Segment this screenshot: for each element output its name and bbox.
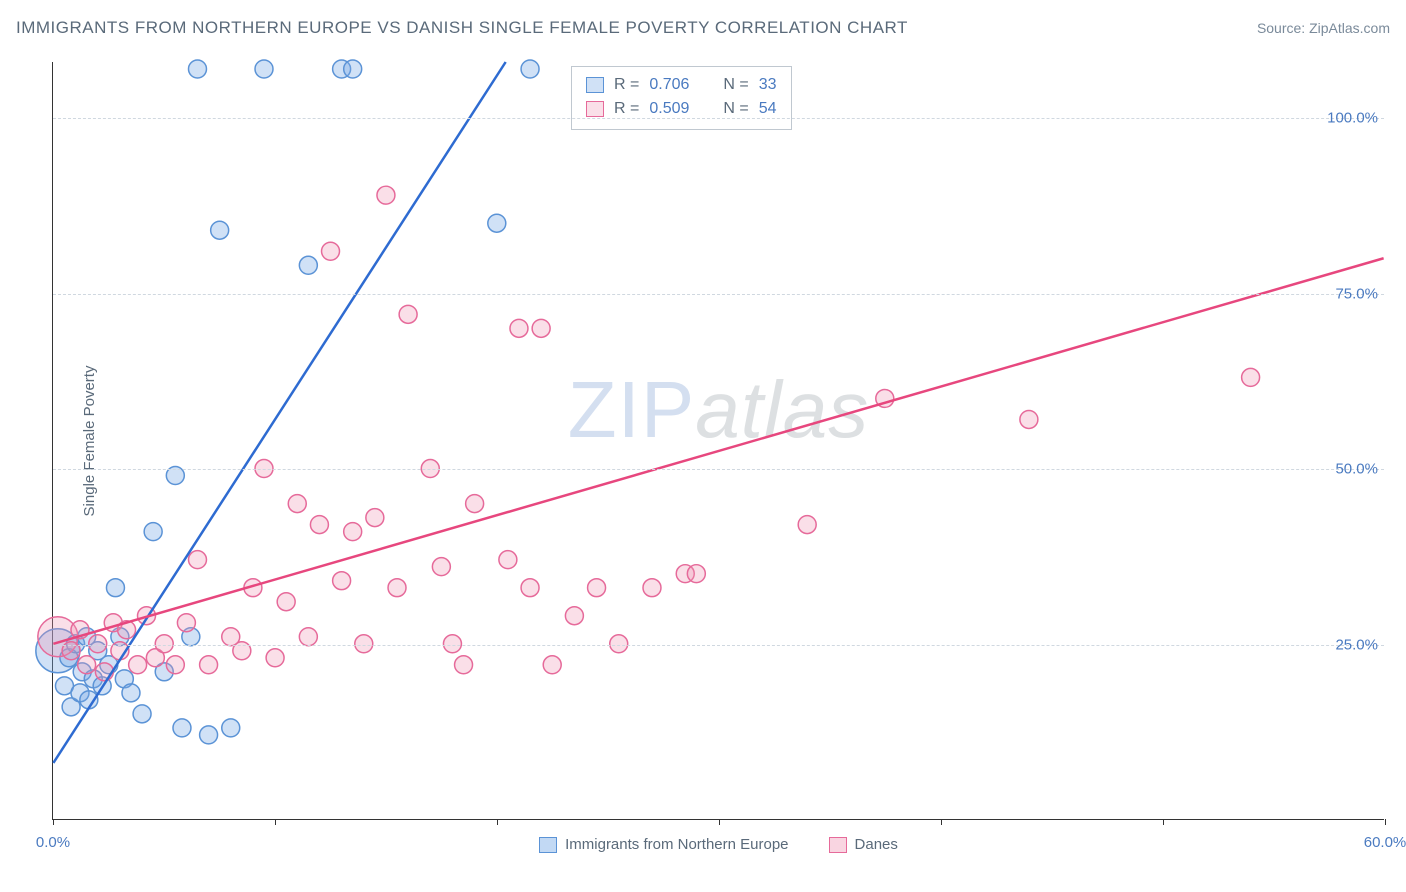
y-tick-label: 50.0% [1335, 461, 1378, 478]
data-point [122, 684, 140, 702]
x-tick [275, 819, 276, 825]
data-point [388, 579, 406, 597]
data-point [95, 663, 113, 681]
gridline [53, 645, 1384, 646]
series-legend-item: Danes [829, 836, 898, 853]
series-legend-label: Immigrants from Northern Europe [565, 836, 788, 853]
data-point [455, 656, 473, 674]
x-tick [719, 819, 720, 825]
data-point [521, 60, 539, 78]
source-attribution: Source: ZipAtlas.com [1257, 20, 1390, 36]
x-tick [1163, 819, 1164, 825]
trend-line [53, 258, 1383, 644]
plot-area: ZIPatlas R = 0.706N = 33R = 0.509N = 54 … [52, 62, 1384, 820]
gridline [53, 294, 1384, 295]
legend-row: R = 0.706 N = 33 [586, 73, 777, 97]
data-point [466, 495, 484, 513]
data-point [488, 214, 506, 232]
data-point [588, 579, 606, 597]
data-point [643, 579, 661, 597]
legend-swatch [539, 837, 557, 853]
data-point [189, 551, 207, 569]
data-point [432, 558, 450, 576]
data-point [106, 579, 124, 597]
data-point [166, 656, 184, 674]
x-tick [1385, 819, 1386, 825]
data-point [366, 509, 384, 527]
data-point [310, 516, 328, 534]
data-point [288, 495, 306, 513]
legend-n-label: N = [723, 73, 748, 97]
data-point [133, 705, 151, 723]
data-point [173, 719, 191, 737]
series-legend: Immigrants from Northern Europe Danes [53, 836, 1384, 853]
x-tick [941, 819, 942, 825]
correlation-legend: R = 0.706N = 33R = 0.509N = 54 [571, 66, 792, 130]
data-point [377, 186, 395, 204]
data-point [499, 551, 517, 569]
data-point [277, 593, 295, 611]
data-point [1242, 368, 1260, 386]
data-point [222, 719, 240, 737]
data-point [798, 516, 816, 534]
data-point [532, 319, 550, 337]
legend-n-value: 33 [759, 73, 777, 97]
x-tick [497, 819, 498, 825]
data-point [200, 726, 218, 744]
data-point [200, 656, 218, 674]
chart-svg [53, 62, 1384, 819]
chart-title: IMMIGRANTS FROM NORTHERN EUROPE VS DANIS… [16, 18, 908, 38]
x-tick-label: 0.0% [36, 834, 70, 851]
data-point [565, 607, 583, 625]
data-point [299, 628, 317, 646]
legend-swatch [829, 837, 847, 853]
data-point [177, 614, 195, 632]
y-tick-label: 75.0% [1335, 285, 1378, 302]
data-point [543, 656, 561, 674]
data-point [299, 256, 317, 274]
data-point [78, 656, 96, 674]
legend-r-label: R = [614, 73, 639, 97]
data-point [344, 523, 362, 541]
data-point [1020, 410, 1038, 428]
data-point [344, 60, 362, 78]
legend-swatch [586, 101, 604, 117]
legend-r-value: 0.706 [649, 73, 689, 97]
data-point [322, 242, 340, 260]
plot-container: Single Female Poverty ZIPatlas R = 0.706… [48, 56, 1388, 826]
data-point [333, 572, 351, 590]
data-point [129, 656, 147, 674]
x-tick-label: 60.0% [1364, 834, 1406, 851]
y-tick-label: 25.0% [1335, 636, 1378, 653]
legend-swatch [586, 77, 604, 93]
y-tick-label: 100.0% [1327, 110, 1378, 127]
data-point [510, 319, 528, 337]
data-point [189, 60, 207, 78]
data-point [144, 523, 162, 541]
data-point [521, 579, 539, 597]
series-legend-label: Danes [855, 836, 898, 853]
data-point [266, 649, 284, 667]
data-point [687, 565, 705, 583]
data-point [399, 305, 417, 323]
gridline [53, 118, 1384, 119]
x-tick [53, 819, 54, 825]
gridline [53, 469, 1384, 470]
data-point [255, 60, 273, 78]
data-point [211, 221, 229, 239]
series-legend-item: Immigrants from Northern Europe [539, 836, 788, 853]
